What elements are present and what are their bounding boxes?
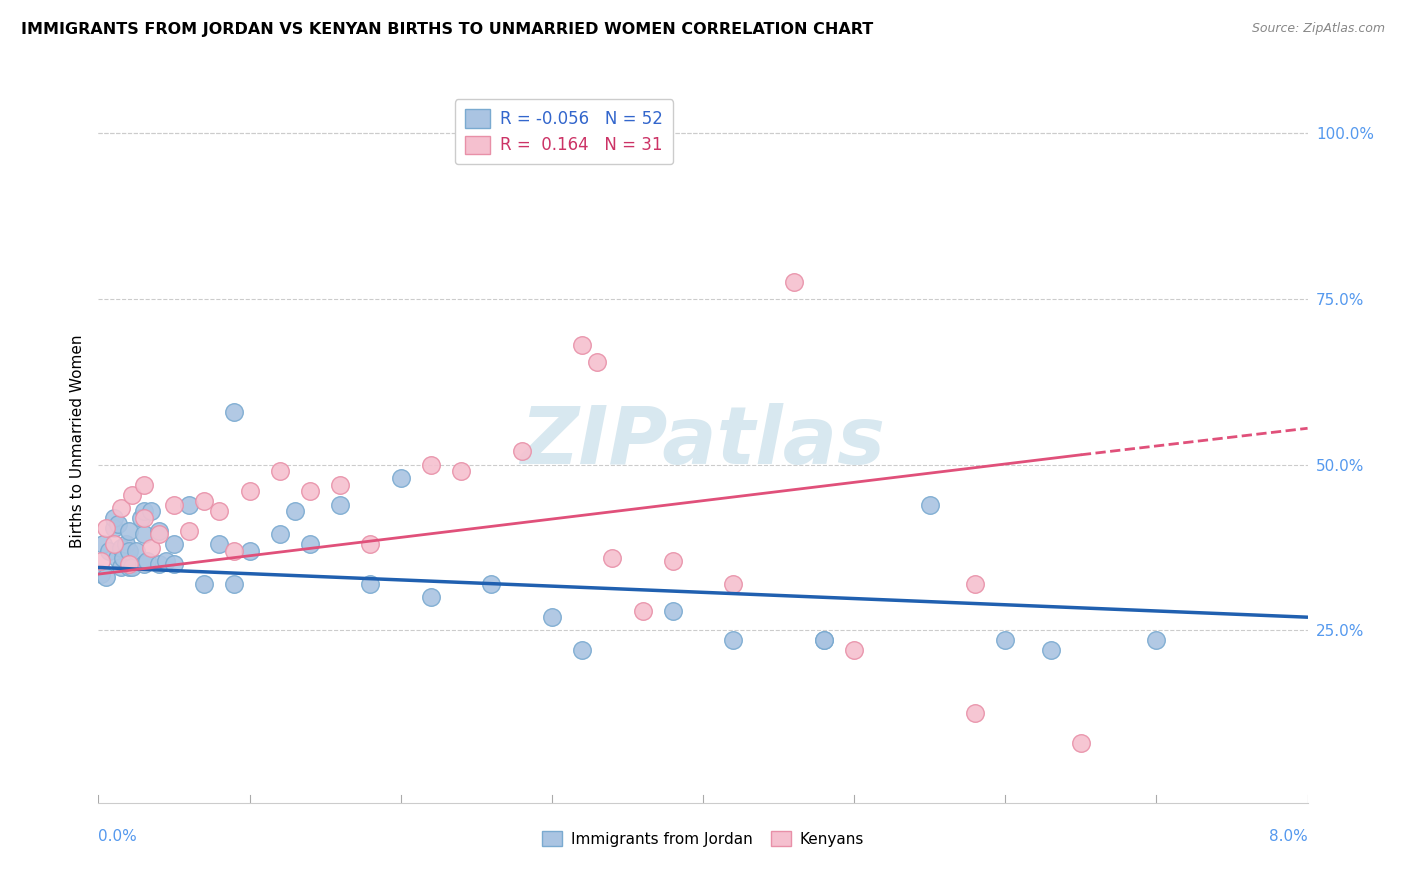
Point (94, 521, 117, 535)
Point (783, 276, 806, 290)
Point (193, 494, 215, 508)
Point (510, 444, 533, 458)
Legend: Immigrants from Jordan, Kenyans: Immigrants from Jordan, Kenyans (536, 825, 870, 853)
Point (360, 577, 382, 591)
Point (141, 541, 163, 555)
Point (98, 544, 121, 558)
Point (965, 706, 987, 721)
Point (103, 521, 125, 535)
Point (813, 633, 835, 648)
Point (844, 643, 866, 657)
Point (163, 557, 186, 571)
Point (132, 510, 155, 524)
Point (540, 610, 562, 624)
Point (723, 577, 745, 591)
Point (239, 544, 262, 558)
Point (118, 560, 141, 574)
Point (132, 527, 155, 541)
Text: 8.0%: 8.0% (1268, 830, 1308, 845)
Point (118, 524, 141, 538)
Point (1146, 633, 1168, 648)
Point (1039, 643, 1062, 657)
Point (103, 510, 125, 524)
Point (389, 471, 412, 485)
Point (91, 537, 114, 551)
Point (110, 500, 132, 515)
Point (121, 487, 143, 501)
Point (132, 504, 155, 518)
Point (994, 633, 1017, 648)
Point (141, 504, 163, 518)
Point (107, 517, 129, 532)
Point (450, 464, 472, 478)
Point (118, 557, 141, 571)
Point (132, 557, 155, 571)
Point (224, 405, 246, 419)
Point (571, 643, 593, 657)
Point (90, 554, 112, 568)
Point (299, 484, 322, 499)
Point (105, 550, 128, 565)
Point (135, 554, 157, 568)
Text: IMMIGRANTS FROM JORDAN VS KENYAN BIRTHS TO UNMARRIED WOMEN CORRELATION CHART: IMMIGRANTS FROM JORDAN VS KENYAN BIRTHS … (21, 22, 873, 37)
Point (224, 544, 246, 558)
Point (918, 498, 941, 512)
Point (208, 537, 231, 551)
Text: 0.0%: 0.0% (98, 830, 138, 845)
Point (111, 550, 134, 565)
Point (269, 527, 291, 541)
Point (602, 550, 624, 565)
Point (329, 498, 352, 512)
Point (121, 560, 143, 574)
Point (661, 554, 683, 568)
Point (284, 504, 307, 518)
Point (571, 338, 593, 352)
Point (360, 537, 382, 551)
Point (510, 146, 533, 161)
Point (125, 544, 148, 558)
Point (661, 603, 683, 617)
Point (586, 355, 609, 369)
Point (481, 577, 503, 591)
Point (179, 524, 201, 538)
Text: ZIPatlas: ZIPatlas (520, 402, 886, 481)
Point (193, 577, 215, 591)
Point (114, 537, 136, 551)
Point (110, 560, 132, 574)
Point (132, 477, 155, 491)
Point (163, 498, 186, 512)
Point (631, 603, 654, 617)
Text: Source: ZipAtlas.com: Source: ZipAtlas.com (1251, 22, 1385, 36)
Point (239, 484, 262, 499)
Point (148, 557, 170, 571)
Point (155, 554, 177, 568)
Point (1070, 736, 1092, 750)
Point (90, 567, 112, 582)
Point (129, 510, 152, 524)
Point (420, 458, 443, 472)
Point (110, 541, 132, 555)
Point (420, 591, 443, 605)
Y-axis label: Births to Unmarried Women: Births to Unmarried Women (69, 334, 84, 549)
Point (723, 633, 745, 648)
Point (299, 537, 322, 551)
Point (813, 633, 835, 648)
Point (94, 570, 117, 584)
Point (329, 477, 352, 491)
Point (118, 544, 141, 558)
Point (208, 504, 231, 518)
Point (163, 537, 186, 551)
Point (103, 537, 125, 551)
Point (269, 464, 291, 478)
Point (179, 498, 201, 512)
Point (148, 524, 170, 538)
Point (148, 527, 170, 541)
Point (965, 577, 987, 591)
Point (224, 577, 246, 591)
